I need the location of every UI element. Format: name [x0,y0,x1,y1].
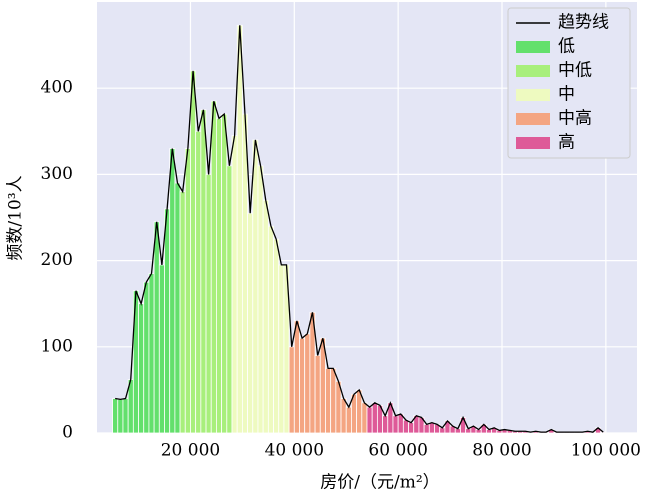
bar [408,422,415,434]
legend-swatch [516,65,550,77]
bar [200,109,207,434]
bar [382,415,389,434]
x-tick-label: 60 000 [368,441,427,461]
legend-swatch [516,41,550,53]
legend-swatch [516,89,550,101]
bar [252,139,259,434]
y-axis-label: 频数/10³人 [6,175,26,260]
bar [371,402,378,434]
legend-swatch [516,113,550,125]
bar [221,113,228,434]
bar [236,24,243,434]
bar [241,113,248,434]
bar [267,225,274,434]
bar [366,406,373,434]
y-tick-label: 100 [41,336,73,356]
bar [299,337,306,434]
bar [428,422,435,434]
bar [361,402,368,434]
bar [179,191,186,434]
bar [278,264,285,434]
legend-label: 低 [558,37,575,57]
trend-line [115,25,604,433]
legend-label: 高 [558,133,575,153]
bar [138,303,145,434]
x-tick-label: 20 000 [161,441,220,461]
bar [195,130,202,434]
bar [262,199,269,434]
bar [325,367,332,434]
bar [273,238,280,434]
bar [257,165,264,434]
bar [210,100,217,434]
bar [148,273,155,434]
bar [600,431,607,434]
bar [216,117,223,434]
bar [460,417,467,434]
bar [392,415,399,434]
x-tick-label: 80 000 [472,441,531,461]
bar [247,212,254,434]
bar [293,320,300,434]
legend-label: 中 [558,85,575,105]
bar [345,406,352,434]
bar [117,398,124,434]
x-tick-label: 100 000 [571,441,641,461]
bar [205,173,212,434]
bar [122,398,129,434]
bar [169,148,176,434]
bar [288,346,295,434]
legend-swatch [516,137,550,149]
bar [184,148,191,434]
bar [330,367,337,434]
bar [402,419,409,434]
y-tick-label: 200 [41,250,73,270]
bar [190,70,197,434]
bar [304,333,311,434]
bar [226,165,233,434]
bar [143,281,150,434]
bar [314,355,321,434]
bar [356,389,363,434]
bar [153,221,160,434]
x-tick-label: 40 000 [265,441,324,461]
bar [112,398,119,434]
y-tick-label: 300 [41,164,73,184]
bar [174,182,181,434]
bar [158,264,165,434]
y-tick-label: 400 [41,78,73,98]
bar [231,135,238,434]
y-tick-label: 0 [62,423,73,443]
legend-label: 趋势线 [558,13,609,33]
legend-label: 中高 [558,109,592,129]
bar [340,398,347,434]
bar [164,208,171,434]
bar [423,423,430,434]
x-axis-label: 房价/（元/m²） [320,473,439,493]
legend-label: 中低 [558,61,592,81]
